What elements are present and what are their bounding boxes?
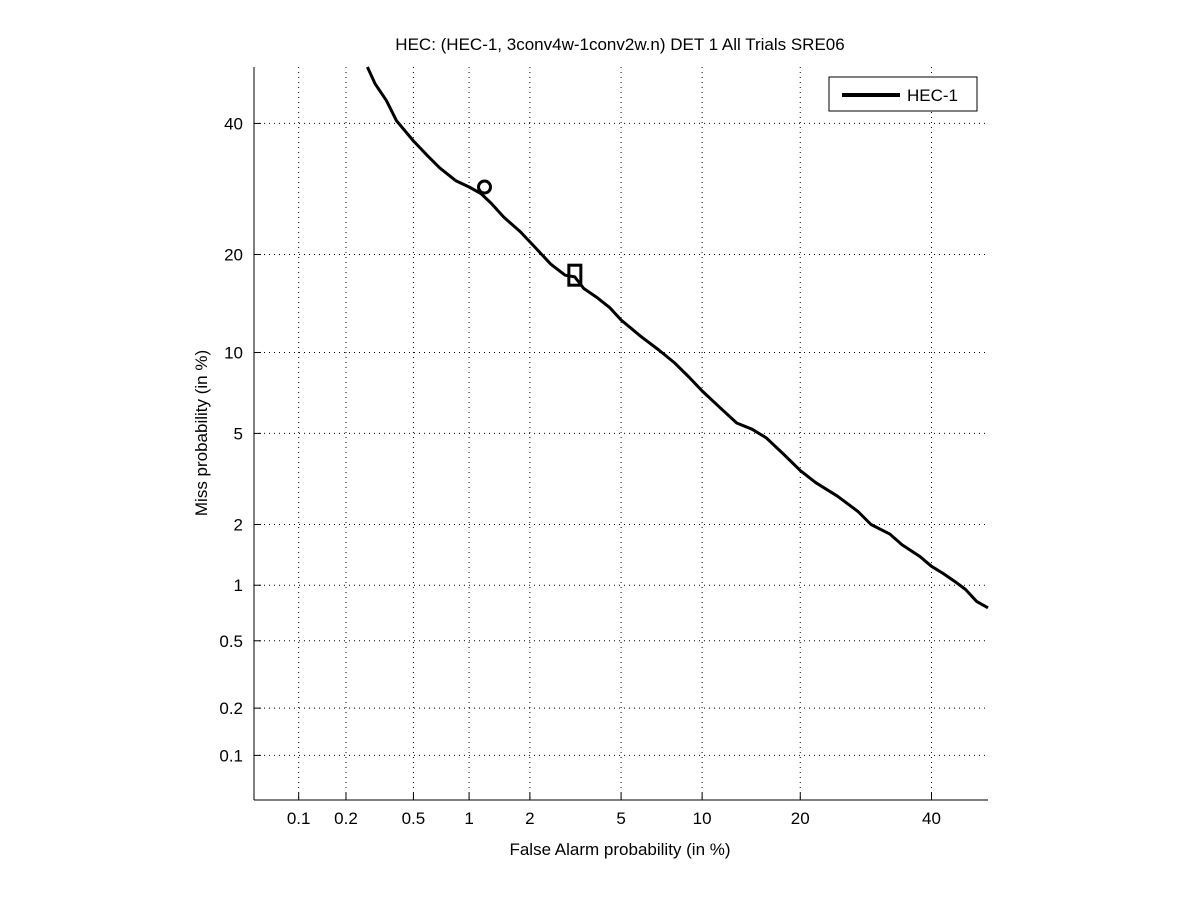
y-axis-label: Miss probability (in %)	[192, 350, 211, 516]
legend-label-hec-1: HEC-1	[907, 86, 958, 105]
series	[366, 66, 989, 610]
y-tick-label-0-2: 0.2	[219, 699, 243, 718]
y-tick-label-1: 1	[234, 576, 243, 595]
markers	[477, 179, 583, 287]
x-axis-label: False Alarm probability (in %)	[509, 840, 730, 859]
grid	[254, 67, 988, 800]
x-tick-label-0-2: 0.2	[334, 809, 358, 828]
y-tick-label-10: 10	[224, 343, 243, 362]
x-tick-label-0-1: 0.1	[287, 809, 311, 828]
y-tick-label-20: 20	[224, 245, 243, 264]
x-tick-label-5: 5	[616, 809, 625, 828]
x-tick-label-2: 2	[525, 809, 534, 828]
chart-title: HEC: (HEC-1, 3conv4w-1conv2w.n) DET 1 Al…	[395, 35, 844, 54]
y-tick-label-40: 40	[224, 114, 243, 133]
y-tick-label-0-1: 0.1	[219, 746, 243, 765]
x-tick-label-20: 20	[791, 809, 810, 828]
series-line-hec-1	[366, 66, 989, 610]
x-ticks: 0.1 0.2 0.5 1 2 5 10 20 40	[287, 793, 941, 828]
y-tick-label-2: 2	[234, 515, 243, 534]
y-ticks: 0.1 0.2 0.5 1 2 5 10 20 40	[219, 114, 261, 765]
y-tick-label-5: 5	[234, 424, 243, 443]
marker-circle-0	[477, 179, 493, 195]
marker-square-1	[567, 263, 583, 287]
x-tick-label-10: 10	[693, 809, 712, 828]
y-tick-label-0-5: 0.5	[219, 632, 243, 651]
x-tick-label-0-5: 0.5	[402, 809, 426, 828]
x-tick-label-40: 40	[922, 809, 941, 828]
legend: HEC-1	[828, 76, 978, 112]
x-tick-label-1: 1	[464, 809, 473, 828]
title-group: HEC: (HEC-1, 3conv4w-1conv2w.n) DET 1 Al…	[395, 35, 844, 54]
